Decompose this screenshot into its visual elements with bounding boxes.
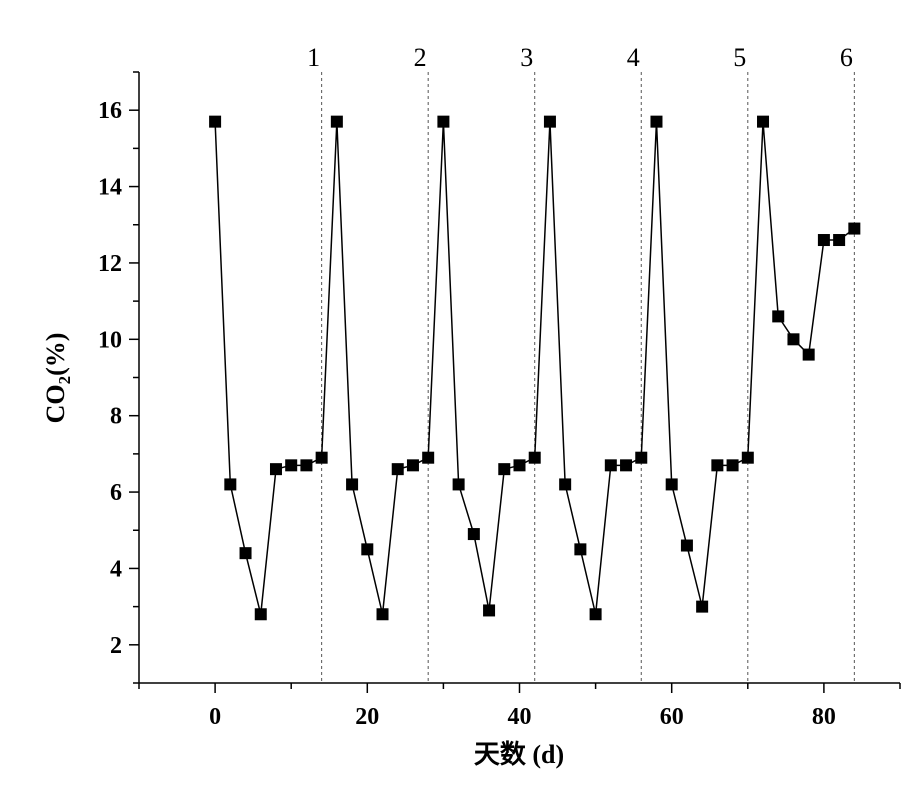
data-point <box>742 452 754 464</box>
data-point <box>620 459 632 471</box>
data-point <box>255 608 267 620</box>
data-point <box>833 234 845 246</box>
data-point <box>757 116 769 128</box>
y-axis-title: CO2(%) <box>41 333 74 424</box>
data-point <box>270 463 282 475</box>
reference-line-label: 5 <box>733 43 746 72</box>
data-point <box>605 459 617 471</box>
data-point <box>361 543 373 555</box>
y-tick-label: 14 <box>98 175 122 201</box>
data-point <box>240 547 252 559</box>
y-tick-label: 4 <box>110 556 122 582</box>
x-tick-label: 20 <box>355 704 379 730</box>
x-tick-label: 0 <box>209 704 221 730</box>
y-tick-label: 8 <box>110 404 122 430</box>
y-tick-label: 12 <box>98 251 122 277</box>
x-axis-title: 天数 (d) <box>474 740 564 769</box>
data-point <box>529 452 541 464</box>
y-tick-label: 16 <box>98 98 122 124</box>
data-point <box>285 459 297 471</box>
reference-line-label: 6 <box>840 43 853 72</box>
data-point <box>346 478 358 490</box>
data-point <box>392 463 404 475</box>
reference-line-label: 1 <box>307 43 320 72</box>
data-point <box>590 608 602 620</box>
y-axis-title-suffix: (%) <box>41 333 70 376</box>
y-tick-label: 2 <box>110 633 122 659</box>
x-tick-label: 40 <box>508 704 532 730</box>
data-point <box>727 459 739 471</box>
x-tick-label: 80 <box>812 704 836 730</box>
y-tick-label: 6 <box>110 480 122 506</box>
data-point <box>224 478 236 490</box>
reference-line-label: 3 <box>520 43 533 72</box>
y-axis-title-subscript: 2 <box>55 376 74 385</box>
data-point <box>209 116 221 128</box>
data-point <box>331 116 343 128</box>
data-point <box>650 116 662 128</box>
reference-line-label: 4 <box>627 43 640 72</box>
data-point <box>848 223 860 235</box>
y-axis-title-main: CO <box>41 384 70 423</box>
data-point <box>407 459 419 471</box>
data-point <box>453 478 465 490</box>
data-point <box>635 452 647 464</box>
data-point <box>787 333 799 345</box>
reference-lines: 1 2 3 4 5 6 <box>307 43 854 683</box>
reference-line-label: 2 <box>414 43 427 72</box>
x-tick-label: 60 <box>660 704 684 730</box>
data-point <box>483 604 495 616</box>
data-point <box>681 540 693 552</box>
data-point <box>696 601 708 613</box>
data-point <box>803 349 815 361</box>
data-point <box>422 452 434 464</box>
data-point <box>468 528 480 540</box>
data-point <box>711 459 723 471</box>
y-ticks: 2 4 6 8 10 12 14 16 <box>98 72 139 683</box>
data-point <box>316 452 328 464</box>
data-point <box>772 310 784 322</box>
data-point <box>498 463 510 475</box>
data-point <box>544 116 556 128</box>
x-ticks: 0 20 40 60 80 <box>139 683 900 730</box>
data-point <box>377 608 389 620</box>
data-point <box>514 459 526 471</box>
data-point <box>666 478 678 490</box>
y-tick-label: 10 <box>98 327 122 353</box>
axes <box>139 72 900 683</box>
data-point <box>818 234 830 246</box>
data-point <box>559 478 571 490</box>
data-point <box>437 116 449 128</box>
data-point <box>300 459 312 471</box>
data-point <box>574 543 586 555</box>
